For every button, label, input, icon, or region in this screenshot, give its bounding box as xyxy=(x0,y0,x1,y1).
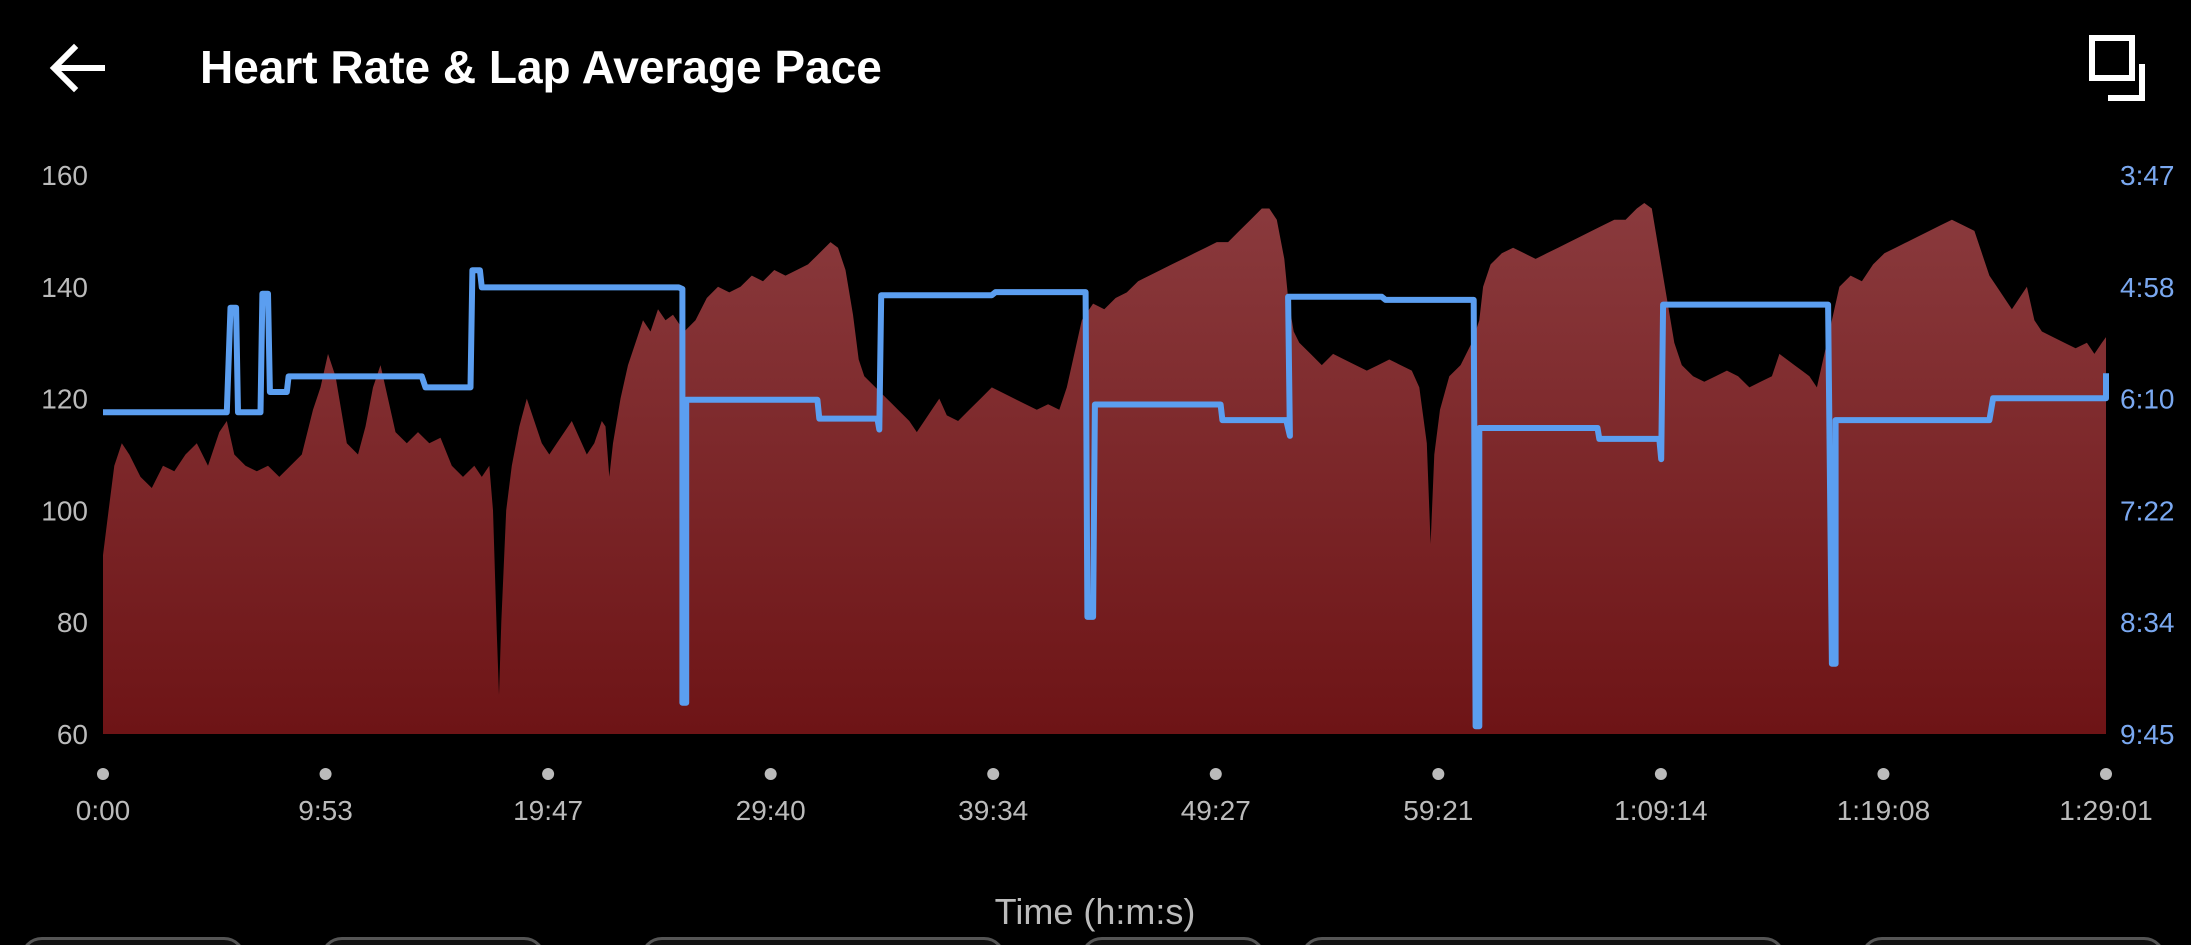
left-axis-tick-label: 60 xyxy=(57,719,88,750)
x-axis-tick-label: 1:09:14 xyxy=(1614,795,1707,826)
bottom-tab[interactable] xyxy=(320,937,546,945)
right-axis-tick-label: 3:47 xyxy=(2120,160,2175,191)
x-axis-tick-dot xyxy=(764,768,777,780)
app-header: Heart Rate & Lap Average Pace xyxy=(0,0,2191,140)
bottom-tab[interactable] xyxy=(1860,937,2166,945)
x-axis-tick-label: 49:27 xyxy=(1181,795,1251,826)
x-axis-tick-label: 19:47 xyxy=(513,795,583,826)
lap-average-pace-line xyxy=(103,267,2109,730)
x-axis-title: Time (h:m:s) xyxy=(995,891,1196,932)
right-axis-tick-label: 4:58 xyxy=(2120,272,2175,303)
left-axis-tick-label: 80 xyxy=(57,607,88,638)
x-axis-tick-label: 29:40 xyxy=(736,795,806,826)
right-axis: 9:45 8:34 7:22 6:10 4:58 3:47 xyxy=(2120,160,2175,750)
page-title: Heart Rate & Lap Average Pace xyxy=(200,41,882,93)
x-axis-tick-dot xyxy=(1432,768,1445,780)
x-axis-tick-label: 59:21 xyxy=(1403,795,1473,826)
right-axis-tick-label: 9:45 xyxy=(2120,719,2175,750)
x-axis-tick-dot xyxy=(97,768,109,780)
x-axis-tick-dot xyxy=(542,768,555,780)
bottom-tab[interactable] xyxy=(20,937,246,945)
fullscreen-icon xyxy=(2089,35,2145,101)
right-axis-tick-label: 6:10 xyxy=(2120,384,2175,415)
x-axis-tick-label: 1:29:01 xyxy=(2059,795,2152,826)
bottom-tab[interactable] xyxy=(640,937,1006,945)
x-axis-tick-dot xyxy=(2100,768,2112,780)
bottom-tab[interactable] xyxy=(1300,937,1786,945)
right-axis-tick-label: 8:34 xyxy=(2120,607,2175,638)
x-axis-tick-dot xyxy=(987,768,1000,780)
x-axis-tick-dot xyxy=(1209,768,1222,780)
heart-rate-area xyxy=(103,203,2106,734)
left-axis-tick-label: 120 xyxy=(41,384,88,415)
x-axis-tick-dot xyxy=(1877,768,1890,780)
left-axis-tick-label: 140 xyxy=(41,272,88,303)
fullscreen-button[interactable] xyxy=(2080,28,2160,108)
x-axis-tick-label: 9:53 xyxy=(298,795,353,826)
right-axis-tick-label: 7:22 xyxy=(2120,495,2175,526)
x-axis-tick-dot xyxy=(319,768,332,780)
left-axis-tick-label: 160 xyxy=(41,160,88,191)
left-axis: 60 80 100 120 140 160 xyxy=(41,160,88,750)
bottom-tab[interactable] xyxy=(1080,937,1266,945)
x-axis: 0:00 9:53 19:47 29:40 39:34 49:27 59:21 1:09:14… xyxy=(76,768,2153,826)
back-button[interactable] xyxy=(40,30,116,106)
x-axis-tick-label: 0:00 xyxy=(76,795,131,826)
arrow-left-icon xyxy=(49,43,105,93)
x-axis-tick-dot xyxy=(1654,768,1667,780)
left-axis-tick-label: 100 xyxy=(41,495,88,526)
x-axis-tick-label: 39:34 xyxy=(958,795,1028,826)
x-axis-tick-label: 1:19:08 xyxy=(1837,795,1930,826)
